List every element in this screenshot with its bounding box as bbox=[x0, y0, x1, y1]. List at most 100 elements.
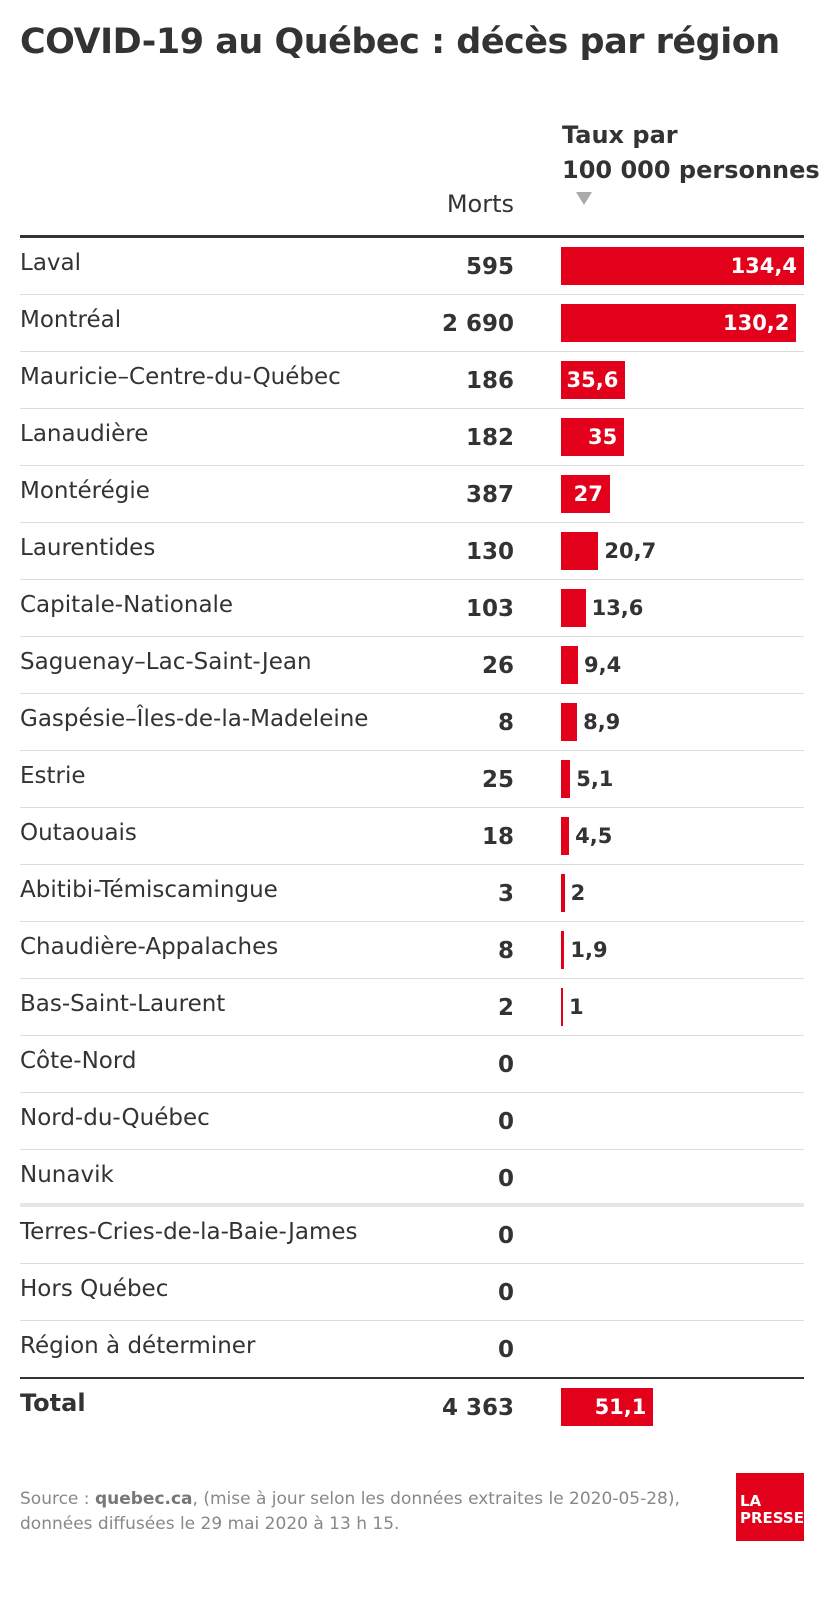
source-link[interactable]: quebec.ca bbox=[94, 1489, 193, 1509]
region-name: Gaspésie–Îles-de-la-Madeleine bbox=[20, 706, 369, 732]
taux-column-header[interactable]: Taux par 100 000 personnes bbox=[562, 118, 820, 188]
taux-value-label: 35,6 bbox=[566, 368, 619, 392]
taux-bar bbox=[561, 247, 804, 285]
total-row: Total 4 363 51,1 bbox=[20, 1379, 804, 1436]
region-morts: 0 bbox=[497, 1280, 514, 1306]
taux-bar bbox=[561, 475, 610, 513]
region-morts: 387 bbox=[465, 482, 514, 508]
taux-bar bbox=[561, 646, 578, 684]
region-morts: 18 bbox=[481, 824, 514, 850]
taux-value-label: 130,2 bbox=[722, 311, 790, 335]
taux-value-label: 20,7 bbox=[604, 539, 657, 563]
region-morts: 595 bbox=[465, 254, 514, 280]
table-row: Hors Québec 0 bbox=[20, 1264, 804, 1321]
total-bar bbox=[561, 1388, 654, 1426]
region-name: Région à déterminer bbox=[20, 1333, 256, 1359]
region-name: Outaouais bbox=[20, 820, 137, 846]
table-row: Région à déterminer 0 bbox=[20, 1321, 804, 1378]
taux-bar bbox=[561, 817, 570, 855]
region-name: Montréal bbox=[20, 307, 122, 333]
table-row: Abitibi-Témiscamingue 3 2 bbox=[20, 865, 804, 922]
source-note: Source : quebec.ca, (mise à jour selon l… bbox=[20, 1487, 720, 1537]
header-rule bbox=[20, 235, 804, 238]
morts-column-header[interactable]: Morts bbox=[446, 190, 514, 218]
table-row: Mauricie–Centre-du-Québec 186 35,6 bbox=[20, 352, 804, 409]
region-morts: 182 bbox=[465, 425, 514, 451]
region-morts: 130 bbox=[465, 539, 514, 565]
region-name: Montérégie bbox=[20, 478, 150, 504]
taux-value-label: 35 bbox=[588, 425, 618, 449]
sort-down-triangle-icon[interactable] bbox=[576, 192, 592, 205]
table-row: Montréal 2 690 130,2 bbox=[20, 295, 804, 352]
region-name: Hors Québec bbox=[20, 1276, 169, 1302]
region-name: Terres-Cries-de-la-Baie-James bbox=[20, 1219, 358, 1245]
table-row: Montérégie 387 27 bbox=[20, 466, 804, 523]
taux-value-label: 134,4 bbox=[730, 254, 797, 278]
region-table: Laval 595 134,4 Montréal 2 690 130,2 Mauricie–… bbox=[20, 238, 804, 1378]
logo-line1: LA bbox=[740, 1492, 762, 1510]
region-name: Capitale-Nationale bbox=[20, 592, 234, 618]
table-row: Lanaudière 182 35 bbox=[20, 409, 804, 466]
taux-value-label: 1,9 bbox=[570, 938, 608, 962]
chart-title: COVID-19 au Québec : décès par région bbox=[20, 22, 780, 62]
table-row: Gaspésie–Îles-de-la-Madeleine 8 8,9 bbox=[20, 694, 804, 751]
region-name: Côte-Nord bbox=[20, 1048, 137, 1074]
region-name: Laval bbox=[20, 250, 82, 276]
region-morts: 2 690 bbox=[441, 311, 514, 337]
taux-value-label: 13,6 bbox=[591, 596, 644, 620]
total-morts: 4 363 bbox=[441, 1395, 514, 1421]
taux-value-label: 2 bbox=[570, 881, 586, 905]
region-morts: 103 bbox=[465, 596, 514, 622]
table-row: Terres-Cries-de-la-Baie-James 0 bbox=[20, 1207, 804, 1264]
taux-bar bbox=[561, 418, 625, 456]
region-morts: 26 bbox=[481, 653, 514, 679]
taux-value-label: 5,1 bbox=[576, 767, 614, 791]
table-row: Outaouais 18 4,5 bbox=[20, 808, 804, 865]
total-rule bbox=[20, 1377, 804, 1379]
table-row: Nunavik 0 bbox=[20, 1150, 804, 1207]
region-morts: 0 bbox=[497, 1052, 514, 1078]
source-prefix: Source : bbox=[20, 1489, 95, 1509]
region-name: Estrie bbox=[20, 763, 86, 789]
region-morts: 2 bbox=[497, 995, 514, 1021]
table-row: Estrie 25 5,1 bbox=[20, 751, 804, 808]
table-row: Laval 595 134,4 bbox=[20, 238, 804, 295]
region-morts: 8 bbox=[497, 710, 514, 736]
region-name: Nord-du-Québec bbox=[20, 1105, 210, 1131]
taux-bar bbox=[561, 532, 599, 570]
table-row: Saguenay–Lac-Saint-Jean 26 9,4 bbox=[20, 637, 804, 694]
taux-bar bbox=[561, 304, 797, 342]
taux-bar bbox=[561, 703, 578, 741]
table-row: Laurentides 130 20,7 bbox=[20, 523, 804, 580]
taux-value-label: 8,9 bbox=[583, 710, 621, 734]
region-name: Abitibi-Témiscamingue bbox=[20, 877, 278, 903]
taux-value-label: 27 bbox=[573, 482, 603, 506]
taux-value-label: 4,5 bbox=[575, 824, 613, 848]
region-name: Bas-Saint-Laurent bbox=[20, 991, 226, 1017]
taux-bar bbox=[561, 589, 586, 627]
table-row: Capitale-Nationale 103 13,6 bbox=[20, 580, 804, 637]
taux-header-line1: Taux par bbox=[562, 121, 678, 149]
taux-value-label: 1 bbox=[569, 995, 584, 1019]
region-morts: 0 bbox=[497, 1223, 514, 1249]
taux-bar bbox=[561, 874, 565, 912]
table-row: Chaudière-Appalaches 8 1,9 bbox=[20, 922, 804, 979]
region-morts: 0 bbox=[497, 1337, 514, 1363]
region-name: Mauricie–Centre-du-Québec bbox=[20, 364, 341, 390]
region-morts: 186 bbox=[465, 368, 514, 394]
taux-bar bbox=[561, 361, 626, 399]
taux-header-line2: 100 000 personnes bbox=[562, 156, 820, 184]
region-morts: 25 bbox=[481, 767, 514, 793]
table-row: Côte-Nord 0 bbox=[20, 1036, 804, 1093]
source-rest: , (mise à jour selon les données extrait… bbox=[20, 1489, 680, 1534]
taux-value-label: 9,4 bbox=[583, 653, 622, 677]
region-name: Chaudière-Appalaches bbox=[20, 934, 279, 960]
table-row: Bas-Saint-Laurent 2 1 bbox=[20, 979, 804, 1036]
total-taux-label: 51,1 bbox=[594, 1395, 647, 1419]
region-name: Saguenay–Lac-Saint-Jean bbox=[20, 649, 312, 675]
region-morts: 0 bbox=[497, 1109, 514, 1135]
taux-bar bbox=[561, 988, 563, 1026]
la-presse-logo[interactable]: LA PRESSE bbox=[736, 1473, 804, 1541]
region-morts: 3 bbox=[497, 881, 514, 907]
region-morts: 8 bbox=[497, 938, 514, 964]
